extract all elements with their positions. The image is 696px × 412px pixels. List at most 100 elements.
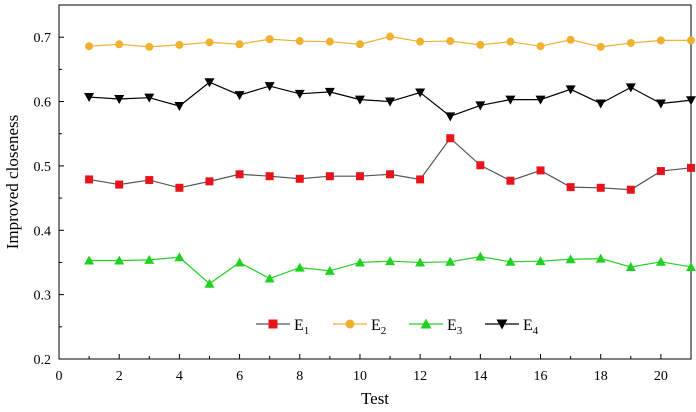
data-point-e1 — [506, 176, 515, 185]
data-point-e4 — [174, 102, 185, 112]
y-axis-label: Improved closeness — [3, 115, 22, 250]
legend-item-e1: E1 — [256, 317, 309, 337]
series-markers — [84, 32, 696, 288]
x-tick-label: 20 — [654, 369, 668, 384]
data-point-e2 — [656, 36, 665, 45]
data-point-e2 — [145, 42, 154, 51]
data-point-e2 — [295, 37, 304, 46]
data-point-e3 — [234, 257, 245, 267]
data-point-e3 — [144, 254, 155, 264]
data-point-e3 — [84, 255, 95, 265]
data-point-e2 — [687, 36, 695, 45]
x-axis-label: Test — [361, 389, 389, 408]
legend-label: E3 — [447, 317, 463, 337]
data-point-e3 — [686, 261, 696, 271]
data-point-e1 — [145, 176, 154, 185]
series-lines — [88, 35, 692, 285]
data-point-e1 — [626, 185, 635, 194]
x-tick-label: 0 — [56, 369, 63, 384]
data-point-e2 — [355, 40, 364, 49]
x-tick-label: 12 — [413, 369, 427, 384]
y-tick-label: 0.6 — [34, 96, 52, 111]
y-tick-label: 0.4 — [34, 224, 52, 239]
x-tick-label: 4 — [176, 369, 183, 384]
data-point-e4 — [264, 82, 275, 92]
legend-marker — [268, 319, 278, 329]
legend-item-e3: E3 — [409, 317, 463, 337]
data-point-e3 — [354, 257, 365, 267]
data-point-e4 — [144, 93, 155, 103]
data-point-e3 — [565, 254, 576, 264]
data-point-e4 — [505, 95, 516, 105]
data-point-e3 — [655, 256, 666, 266]
data-point-e1 — [175, 183, 184, 192]
data-point-e3 — [535, 256, 546, 266]
data-point-e3 — [174, 252, 185, 262]
x-tick-label: 16 — [534, 369, 548, 384]
plot-frame — [58, 4, 692, 360]
axes: 0 2 4 6 8 10 12 14 16 18 200.20.30.40.50.60.7 — [34, 4, 668, 384]
data-point-e1 — [416, 175, 425, 184]
x-tick-label: 8 — [296, 369, 303, 384]
data-point-e2 — [205, 38, 214, 47]
data-point-e4 — [535, 95, 546, 105]
legend-marker — [345, 319, 355, 329]
data-point-e4 — [625, 83, 636, 93]
x-tick-label: 2 — [116, 369, 123, 384]
data-point-e4 — [354, 95, 365, 105]
data-point-e2 — [416, 37, 425, 46]
x-tick-label: 14 — [473, 369, 487, 384]
y-tick-label: 0.2 — [34, 353, 52, 368]
data-point-e1 — [295, 174, 304, 183]
series-line-e1 — [88, 137, 692, 191]
data-point-e3 — [505, 256, 516, 266]
y-tick-label: 0.3 — [34, 289, 52, 304]
data-point-e2 — [536, 42, 545, 51]
data-point-e1 — [386, 170, 395, 179]
data-point-e4 — [294, 89, 305, 99]
data-point-e2 — [446, 37, 455, 46]
legend-label: E2 — [371, 317, 386, 337]
data-point-e2 — [506, 37, 515, 46]
data-point-e4 — [655, 99, 666, 109]
data-point-e2 — [235, 40, 244, 49]
data-point-e4 — [686, 96, 696, 106]
data-point-e1 — [476, 161, 485, 170]
data-point-e3 — [114, 255, 125, 265]
data-point-e4 — [114, 94, 125, 104]
data-point-e3 — [445, 256, 456, 266]
legend-label: E1 — [294, 317, 309, 337]
data-point-e1 — [536, 166, 545, 175]
legend-item-e2: E2 — [333, 317, 386, 337]
data-point-e1 — [566, 183, 575, 192]
data-point-e3 — [264, 273, 275, 283]
data-point-e4 — [385, 97, 396, 107]
data-point-e1 — [656, 167, 665, 176]
data-point-e4 — [595, 99, 606, 109]
x-tick-label: 6 — [236, 369, 243, 384]
data-point-e3 — [385, 256, 396, 266]
data-point-e2 — [566, 35, 575, 44]
data-point-e1 — [235, 170, 244, 179]
legend-item-e4: E4 — [485, 317, 539, 337]
data-point-e2 — [325, 37, 334, 46]
data-point-e1 — [265, 172, 274, 181]
data-point-e2 — [386, 32, 395, 41]
data-point-e1 — [205, 177, 214, 186]
data-point-e2 — [175, 40, 184, 49]
data-point-e1 — [325, 172, 334, 181]
data-point-e4 — [445, 112, 456, 122]
legend-subscript: 2 — [381, 325, 387, 337]
legend: E1 E2 E3 E4 — [256, 317, 539, 337]
data-point-e4 — [415, 88, 426, 98]
legend-subscript: 1 — [304, 325, 310, 337]
data-point-e2 — [596, 42, 605, 51]
data-point-e4 — [565, 85, 576, 95]
data-point-e3 — [324, 265, 335, 275]
data-point-e2 — [476, 40, 485, 49]
data-point-e1 — [596, 183, 605, 192]
data-point-e1 — [446, 134, 455, 143]
data-point-e4 — [84, 93, 95, 103]
x-tick-label: 18 — [594, 369, 608, 384]
legend-subscript: 3 — [457, 325, 463, 337]
